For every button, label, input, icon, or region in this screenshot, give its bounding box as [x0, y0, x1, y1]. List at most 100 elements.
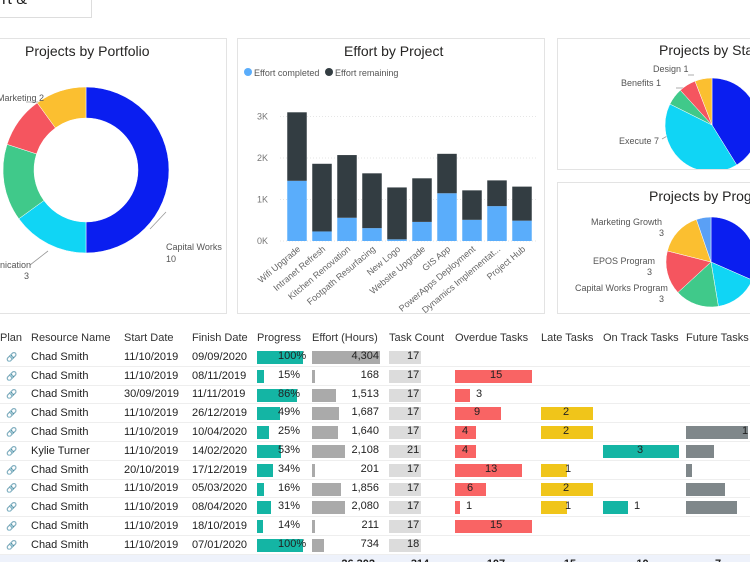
portfolio-chart-card[interactable]: Projects by Portfolio Marketing 2 Capita… — [0, 38, 227, 314]
table-row[interactable]: 🔗 Kylie Turner 11/10/2019 14/02/2020 53% 2,10… — [0, 441, 750, 461]
effort-bar-remaining[interactable] — [362, 173, 382, 229]
effort-chart-card[interactable]: Effort by Project Effort completed Effor… — [237, 38, 545, 314]
effort-bar-remaining[interactable] — [437, 153, 457, 194]
plan-link-icon[interactable]: 🔗 — [6, 445, 18, 456]
plan-link-icon[interactable]: 🔗 — [6, 389, 18, 400]
stage-slice-5[interactable] — [694, 77, 713, 126]
column-header[interactable]: Progress — [257, 332, 302, 344]
resource-table[interactable]: Plan Resource Name Start Date Finish Date Pr… — [0, 328, 750, 562]
column-header[interactable]: Late Tasks — [541, 332, 594, 344]
start-date-cell: 11/10/2019 — [120, 516, 188, 536]
table-row[interactable]: 🔗 Chad Smith 11/10/2019 08/04/2020 31% 2,080 1… — [0, 497, 750, 518]
effort-bar-completed[interactable] — [387, 239, 407, 241]
column-header[interactable]: Finish Date — [192, 332, 248, 344]
column-header[interactable]: Start Date — [124, 332, 174, 344]
progress-cell: 14% — [253, 516, 308, 536]
effort-bar-completed[interactable] — [287, 180, 307, 241]
column-header[interactable]: Future Tasks — [686, 332, 749, 344]
effort-bar-remaining[interactable] — [387, 187, 407, 240]
overdue-cell-value: 6 — [467, 481, 474, 494]
effort-cell: 2,080 — [308, 497, 385, 518]
stage-slice-2[interactable] — [664, 103, 738, 169]
column-header[interactable]: Effort (Hours) — [312, 332, 378, 344]
portfolio-label-communication: nication — [0, 260, 32, 270]
effort-bar-remaining[interactable] — [337, 155, 357, 218]
column-header[interactable]: Task Count — [389, 332, 445, 344]
plan-link-icon[interactable]: 🔗 — [6, 427, 18, 438]
plan-link-icon[interactable]: 🔗 — [6, 464, 18, 475]
on-track-cell — [599, 422, 682, 442]
portfolio-slice-5[interactable] — [36, 86, 87, 129]
totals-late: 15 — [537, 553, 599, 562]
program-slice-6[interactable] — [696, 216, 712, 263]
table-row[interactable]: 🔗 Chad Smith 11/10/2019 08/11/2019 15% 168 17 1… — [0, 366, 750, 386]
table-row[interactable]: 🔗 Chad Smith 11/10/2019 10/04/2020 25% 1,640 1… — [0, 422, 750, 442]
effort-bar-remaining[interactable] — [462, 190, 482, 220]
effort-bar-completed[interactable] — [512, 220, 532, 241]
stage-chart-card[interactable]: Projects by Stag Design 1 Benefits 1 Exe… — [557, 38, 750, 170]
portfolio-donut-chart[interactable] — [0, 39, 226, 313]
effort-bar-completed[interactable] — [462, 219, 482, 241]
effort-bar-completed[interactable] — [312, 231, 332, 241]
table-row[interactable]: 🔗 Chad Smith 11/10/2019 05/03/2020 16% 1,856 1… — [0, 479, 750, 499]
effort-bar-completed[interactable] — [412, 221, 432, 241]
program-pie-chart[interactable] — [558, 183, 750, 313]
program-chart-card[interactable]: Projects by Progr Marketing Growth 3 EPO… — [557, 182, 750, 314]
effort-bar-remaining[interactable] — [287, 112, 307, 181]
effort-ytick-label: 1K — [257, 194, 268, 204]
plan-link-icon[interactable]: 🔗 — [6, 370, 18, 381]
overdue-cell-value: 1 — [466, 500, 473, 513]
table-row[interactable]: 🔗 Chad Smith 11/10/2019 18/10/2019 14% 211 17 1… — [0, 516, 750, 536]
finish-date-cell: 11/11/2019 — [188, 385, 253, 405]
table-row[interactable]: 🔗 Chad Smith 20/10/2019 17/12/2019 34% 201 17 1… — [0, 460, 750, 480]
resource-name-cell: Chad Smith — [27, 422, 120, 442]
effort-bar-completed[interactable] — [437, 193, 457, 241]
program-slice-1[interactable] — [710, 216, 750, 280]
effort-bar-completed[interactable] — [487, 206, 507, 241]
stage-slice-1[interactable] — [711, 77, 750, 166]
plan-link-icon[interactable]: 🔗 — [6, 521, 18, 532]
plan-link-icon[interactable]: 🔗 — [6, 408, 18, 419]
late-cell: 2 — [537, 422, 599, 442]
effort-bar-completed[interactable] — [337, 217, 357, 241]
effort-cell: 201 — [308, 460, 385, 480]
table-row[interactable]: 🔗 Chad Smith 30/09/2019 11/11/2019 86% 1,513 1… — [0, 385, 750, 405]
effort-ytick-label: 2K — [257, 153, 268, 163]
plan-link-icon[interactable]: 🔗 — [6, 483, 18, 494]
effort-bar-completed[interactable] — [362, 228, 382, 241]
task-count-bar — [389, 538, 421, 552]
progress-cell: 86% — [253, 385, 308, 405]
column-header[interactable]: On Track Tasks — [603, 332, 679, 344]
effort-bar-remaining[interactable] — [487, 180, 507, 207]
overdue-cell: 4 — [451, 422, 537, 442]
effort-bar-remaining[interactable] — [312, 163, 332, 232]
progress-cell: 49% — [253, 403, 308, 424]
column-header[interactable]: Overdue Tasks — [455, 332, 529, 344]
plan-link-icon[interactable]: 🔗 — [6, 502, 18, 513]
effort-bar-remaining[interactable] — [412, 178, 432, 222]
progress-cell-bar — [257, 388, 297, 402]
program-chart-title: Projects by Progr — [649, 188, 750, 204]
effort-cell: 2,108 — [308, 441, 385, 461]
table-row[interactable]: 🔗 Chad Smith 11/10/2019 09/09/2020 100% 4,304… — [0, 348, 750, 367]
progress-cell-value: 25% — [278, 425, 301, 438]
task-count-bar — [389, 520, 421, 534]
column-header[interactable]: Plan — [0, 332, 23, 344]
resource-name-cell: Chad Smith — [27, 479, 120, 499]
future-cell — [682, 497, 750, 518]
column-header[interactable]: Resource Name — [31, 332, 111, 344]
task-count-cell: 17 — [385, 422, 451, 442]
table-row[interactable]: 🔗 Chad Smith 11/10/2019 26/12/2019 49% 1,687 1… — [0, 403, 750, 424]
future-cell — [682, 366, 750, 386]
stage-pie-chart[interactable] — [558, 39, 750, 169]
effort-bar-remaining[interactable] — [512, 186, 532, 221]
plan-link-icon[interactable]: 🔗 — [6, 539, 18, 550]
task-count-value: 17 — [407, 406, 420, 419]
table-row[interactable]: 🔗 Chad Smith 11/10/2019 07/01/2020 100% 734 18 — [0, 535, 750, 555]
plan-link-icon[interactable]: 🔗 — [6, 351, 18, 362]
plan-cell: 🔗 — [0, 348, 27, 367]
task-count-bar — [389, 444, 421, 458]
program-label-capital-count: 3 — [659, 294, 665, 304]
portfolio-slice-1[interactable] — [85, 86, 170, 254]
